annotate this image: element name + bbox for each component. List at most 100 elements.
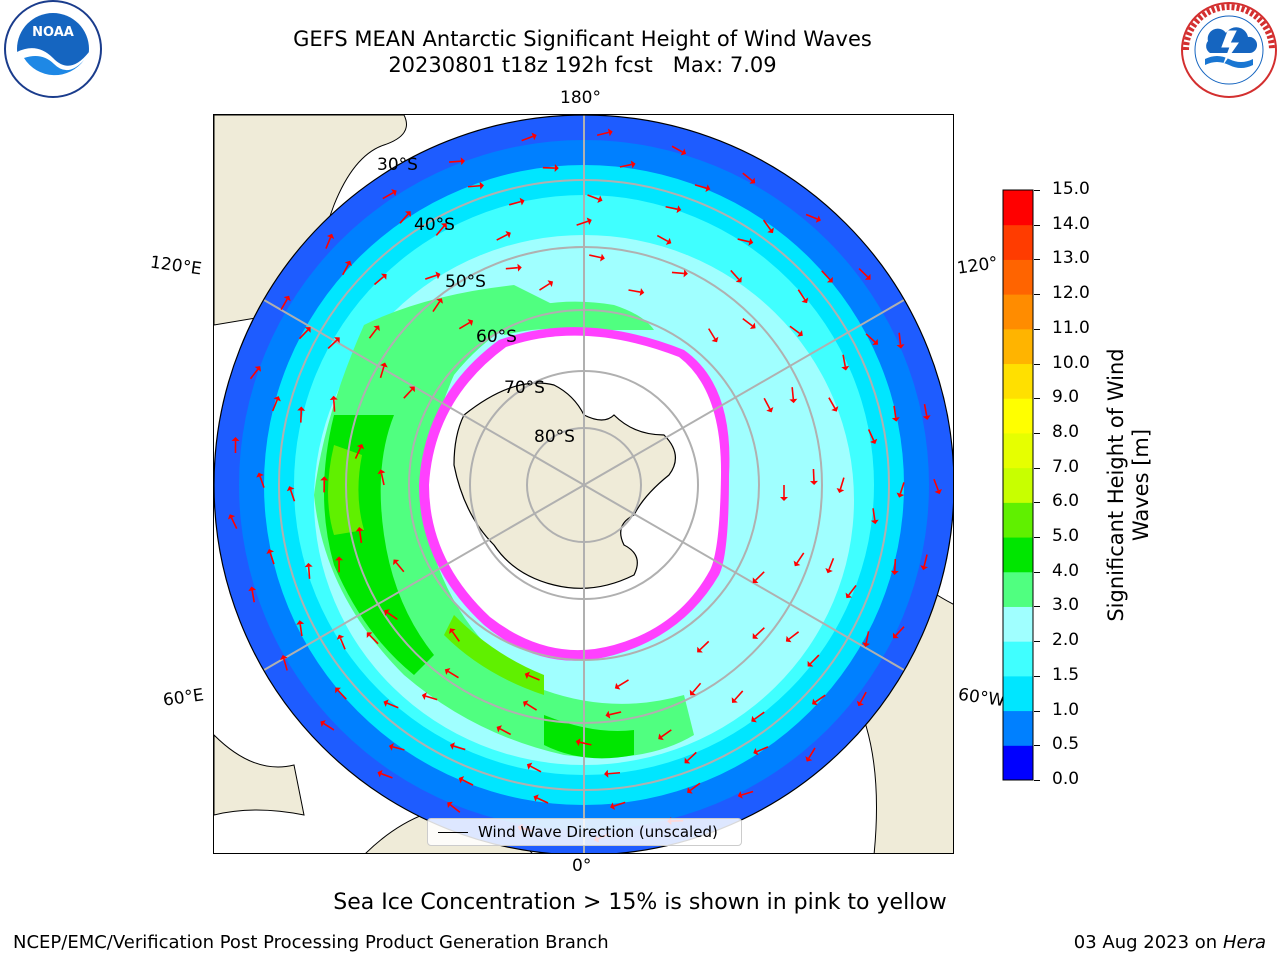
wave-direction-arrow: [671, 271, 684, 275]
wave-direction-arrow: [694, 184, 707, 189]
wave-direction-arrow: [449, 804, 461, 813]
wave-direction-arrow: [734, 690, 744, 701]
wave-direction-arrowhead: [586, 217, 592, 226]
wave-direction-arrowhead: [870, 519, 879, 525]
wave-direction-arrowhead: [705, 184, 711, 193]
colorbar-swatch: [1003, 467, 1033, 503]
wave-direction-arrowhead: [505, 230, 511, 239]
wave-direction-arrow: [453, 745, 466, 751]
wave-direction-arrowhead: [283, 295, 291, 302]
wave-direction-arrowhead: [384, 609, 390, 616]
wave-direction-arrowhead: [404, 211, 411, 217]
wave-direction-arrowhead: [639, 288, 645, 297]
wave-direction-arrowhead: [749, 177, 756, 184]
footer-machine: Hera: [1222, 932, 1266, 953]
wave-direction-arrow: [379, 366, 385, 379]
lon-label-120e: 120°E: [148, 252, 203, 280]
wave-direction-arrow: [280, 298, 288, 310]
wave-direction-arrow: [323, 722, 335, 731]
wave-direction-arrowhead: [231, 436, 240, 441]
lon-label-180: 180°: [560, 88, 601, 108]
wave-direction-arrowhead: [304, 327, 311, 333]
colorbar: [1002, 189, 1034, 781]
colorbar-tick-label: 8.0: [1052, 421, 1080, 442]
wave-direction-arrow: [607, 771, 621, 775]
wave-direction-arrowhead: [676, 205, 682, 214]
wave-direction-arrow: [499, 728, 512, 736]
wave-direction-arrowhead: [273, 396, 281, 402]
wave-direction-arrow: [742, 317, 753, 327]
wave-direction-arrow: [587, 194, 600, 201]
colorbar-swatch: [1003, 328, 1033, 365]
wave-direction-arrow: [708, 328, 716, 340]
wave-direction-arrowhead: [890, 570, 899, 575]
wave-direction-arrow: [848, 584, 857, 596]
wave-direction-arrow: [539, 282, 551, 291]
colorbar-tick-label: 1.0: [1052, 699, 1080, 720]
wave-direction-arrowhead: [517, 263, 522, 272]
wave-direction-arrow: [898, 332, 902, 345]
wave-direction-arrow: [525, 703, 538, 711]
wave-direction-arrow: [387, 611, 398, 621]
lat-label-40s: 40°S: [414, 215, 455, 235]
noaa-logo: NOAA: [4, 0, 102, 98]
lat-label-30s: 30°S: [377, 155, 418, 175]
wave-direction-arrowhead: [435, 271, 441, 280]
wave-direction-arrow: [859, 691, 867, 704]
wave-direction-arrowhead: [393, 559, 400, 566]
colorbar-swatch: [1003, 571, 1033, 607]
wave-direction-arrow: [893, 558, 897, 572]
wave-direction-arrow: [730, 269, 740, 280]
colorbar-swatch: [1003, 190, 1033, 226]
wave-direction-arrowhead: [526, 762, 533, 770]
wave-direction-arrowhead: [856, 700, 864, 707]
colorbar-swatch: [1003, 710, 1033, 746]
wave-direction-arrow: [613, 801, 626, 807]
colorbar-tick-label: 0.5: [1052, 734, 1080, 755]
wave-direction-arrowhead: [684, 757, 691, 764]
nws-logo: [1181, 2, 1277, 98]
wave-direction-arrowhead: [604, 769, 609, 778]
colorbar-tick-label: 13.0: [1052, 248, 1090, 269]
map-legend: Wind Wave Direction (unscaled): [427, 818, 742, 846]
wave-direction-arrowhead: [831, 406, 839, 412]
wave-direction-arrow: [692, 682, 702, 693]
wave-direction-arrow: [617, 679, 629, 687]
colorbar-tick-label: 10.0: [1052, 352, 1090, 373]
colorbar-label: Significant Height of Wind Waves [m]: [1104, 348, 1153, 622]
wave-direction-arrow: [380, 473, 385, 486]
wave-direction-arrow: [461, 779, 474, 786]
wave-direction-arrowhead: [869, 438, 878, 445]
wave-direction-arrow: [299, 624, 303, 637]
wave-direction-arrowhead: [812, 698, 818, 706]
colorbar-tick-label: 4.0: [1052, 560, 1080, 581]
wave-direction-arrowhead: [531, 132, 537, 141]
wave-direction-arrowhead: [377, 469, 386, 475]
colorbar-tick-label: 3.0: [1052, 595, 1080, 616]
wave-direction-arrowhead: [519, 197, 525, 206]
svg-text:NOAA: NOAA: [32, 25, 74, 40]
wave-direction-arrowhead: [892, 632, 899, 639]
wave-direction-arrowhead: [248, 586, 257, 592]
wave-direction-arrow: [307, 566, 311, 579]
wave-direction-arrow: [403, 388, 413, 399]
wave-direction-arrow: [332, 399, 336, 412]
wave-direction-arrowhead: [355, 527, 364, 532]
wave-direction-arrowhead: [334, 337, 340, 344]
wave-direction-arrowhead: [227, 514, 236, 520]
wave-direction-arrow: [579, 741, 592, 746]
colorbar-swatch: [1003, 745, 1033, 781]
wave-direction-arrowhead: [388, 742, 394, 751]
wave-direction-arrowhead: [752, 633, 759, 639]
wave-direction-arrow: [741, 790, 754, 796]
wave-direction-arrow: [814, 694, 826, 703]
wave-direction-arrow: [298, 329, 309, 340]
colorbar-tick-label: 1.5: [1052, 664, 1080, 685]
wave-direction-arrow: [536, 797, 549, 804]
wave-direction-arrowhead: [256, 472, 264, 478]
wave-direction-arrowhead: [524, 671, 530, 680]
wave-direction-arrowhead: [658, 733, 664, 741]
footer-date: 03 Aug 2023 on Hera: [1074, 932, 1266, 953]
wave-direction-arrowhead: [320, 476, 329, 481]
wave-direction-arrow: [689, 782, 701, 792]
